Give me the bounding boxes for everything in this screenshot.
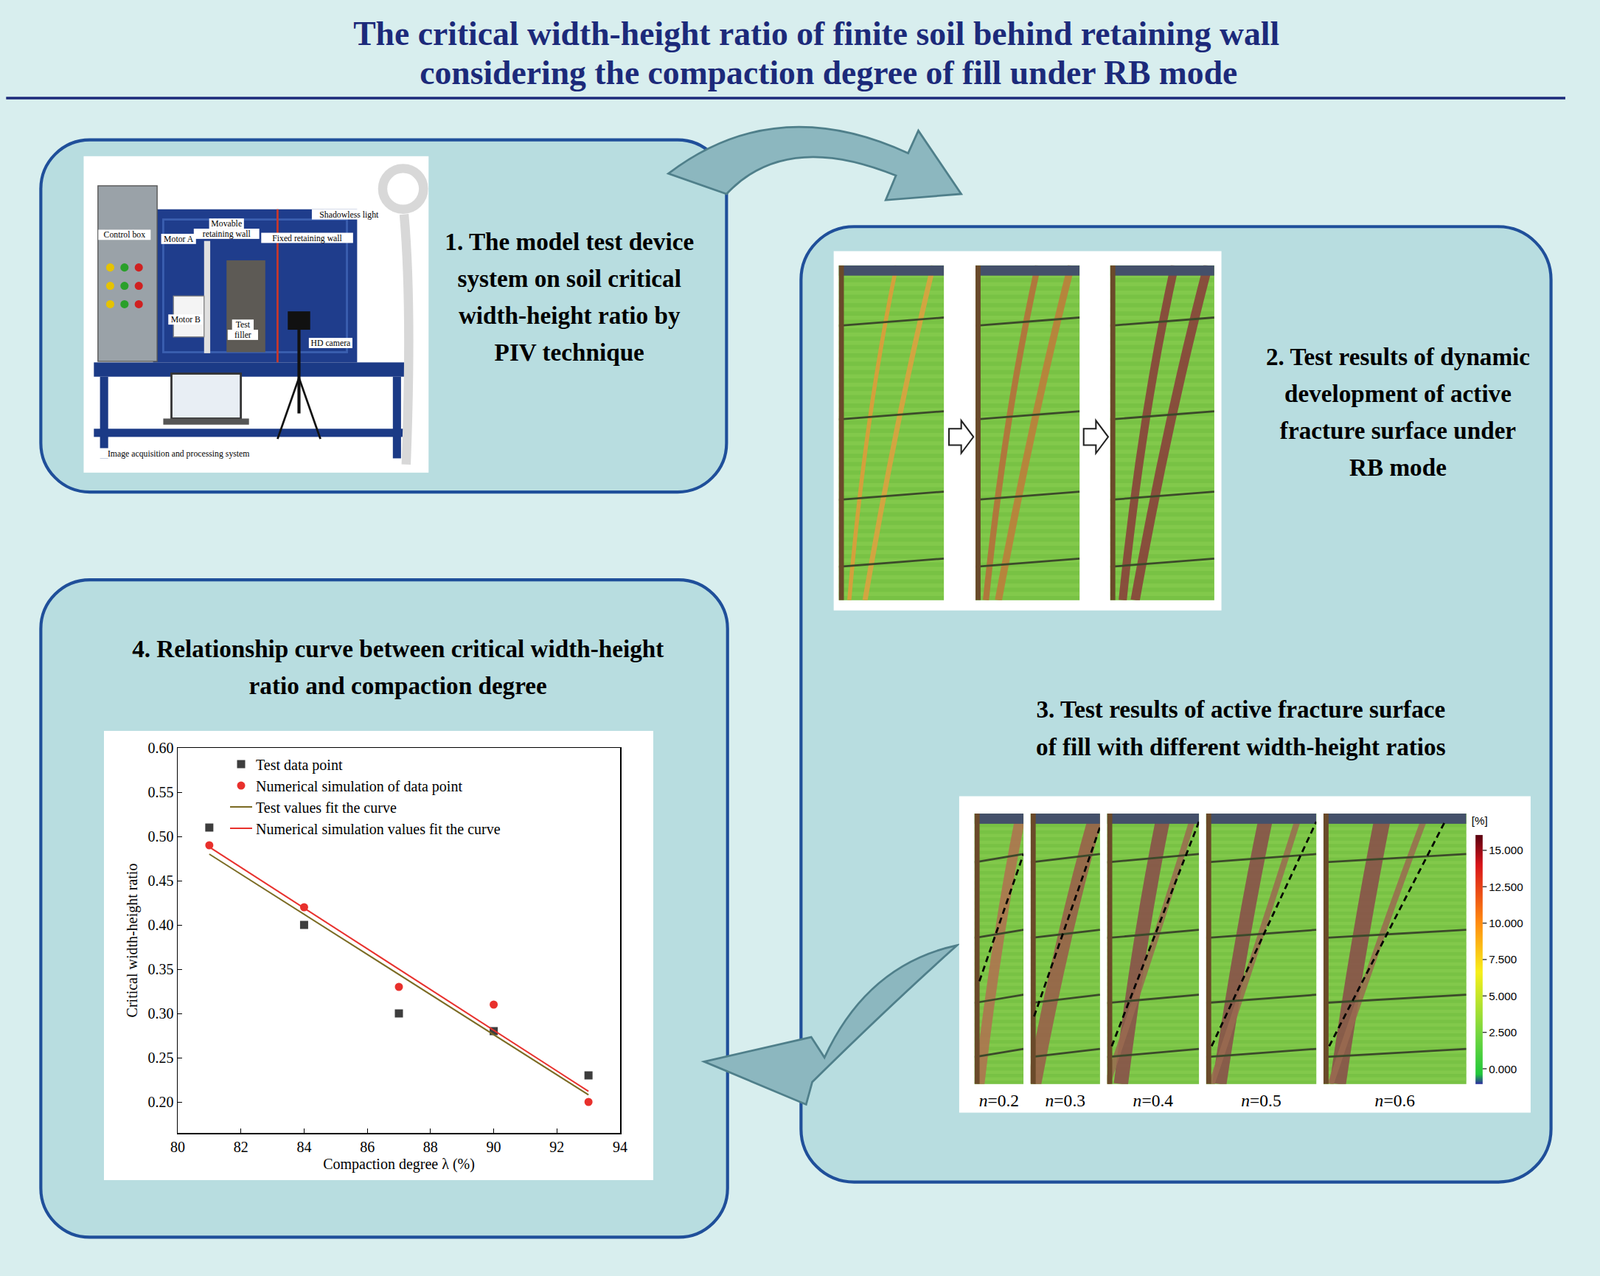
svg-text:0.55: 0.55 xyxy=(148,783,175,800)
svg-text:retaining wall: retaining wall xyxy=(202,229,252,239)
svg-text:Motor B: Motor B xyxy=(171,314,201,325)
svg-text:Shadowless light: Shadowless light xyxy=(319,210,379,220)
svg-text:Test values fit the curve: Test values fit the curve xyxy=(255,799,397,816)
svg-text:0.000: 0.000 xyxy=(1488,1062,1517,1076)
svg-text:n=0.4: n=0.4 xyxy=(1133,1090,1174,1110)
svg-text:3. Test results of active fra: 3. Test results of active fracture surfa… xyxy=(1035,695,1446,723)
svg-text:10.000: 10.000 xyxy=(1488,916,1524,930)
svg-text:Test: Test xyxy=(235,320,251,330)
svg-text:Image acquisition and processi: Image acquisition and processing system xyxy=(107,449,250,459)
svg-text:5.000: 5.000 xyxy=(1488,989,1517,1003)
svg-text:Compaction degree λ (%): Compaction degree λ (%) xyxy=(322,1155,475,1173)
svg-text:of fill with different width-h: of fill with different width-height rati… xyxy=(1035,732,1446,761)
svg-text:0.45: 0.45 xyxy=(148,872,175,889)
svg-text:The critical width-height rati: The critical width-height ratio of finit… xyxy=(353,14,1280,53)
svg-text:84: 84 xyxy=(297,1137,312,1154)
svg-text:considering the compaction deg: considering the compaction degree of fil… xyxy=(419,53,1238,92)
svg-text:4. Relationship curve between: 4. Relationship curve between critical w… xyxy=(131,634,664,663)
svg-text:system on soil critical: system on soil critical xyxy=(457,264,682,292)
svg-text:Numerical simulation of data p: Numerical simulation of data point xyxy=(255,777,463,795)
svg-text:88: 88 xyxy=(423,1137,438,1154)
svg-text:Fixed retaining wall: Fixed retaining wall xyxy=(272,233,343,244)
svg-text:Test data point: Test data point xyxy=(255,756,343,774)
svg-text:0.35: 0.35 xyxy=(148,960,175,977)
svg-text:2. Test results of dynamic: 2. Test results of dynamic xyxy=(1265,342,1530,371)
svg-text:n=0.3: n=0.3 xyxy=(1045,1090,1086,1110)
svg-text:development of active: development of active xyxy=(1284,379,1512,408)
svg-text:0.20: 0.20 xyxy=(148,1093,175,1110)
svg-text:92: 92 xyxy=(549,1137,565,1154)
svg-text:n=0.2: n=0.2 xyxy=(979,1090,1019,1110)
svg-text:n=0.6: n=0.6 xyxy=(1375,1090,1416,1110)
svg-text:0.25: 0.25 xyxy=(148,1049,175,1066)
svg-text:0.60: 0.60 xyxy=(148,739,175,756)
svg-text:n=0.5: n=0.5 xyxy=(1240,1090,1281,1110)
svg-text:1. The model test device: 1. The model test device xyxy=(444,227,694,256)
svg-text:Numerical simulation values fi: Numerical simulation values fit the curv… xyxy=(255,820,501,837)
svg-text:PIV technique: PIV technique xyxy=(494,338,645,366)
svg-text:0.40: 0.40 xyxy=(148,916,175,933)
svg-text:HD camera: HD camera xyxy=(310,338,351,349)
svg-text:Critical width-height ratio: Critical width-height ratio xyxy=(123,862,141,1017)
svg-text:ratio and compaction degree: ratio and compaction degree xyxy=(249,671,548,699)
svg-text:Motor A: Motor A xyxy=(163,234,194,245)
svg-text:94: 94 xyxy=(612,1137,628,1154)
svg-text:filler: filler xyxy=(234,330,252,340)
svg-text:90: 90 xyxy=(486,1137,502,1154)
svg-text:0.50: 0.50 xyxy=(148,828,175,845)
svg-text:fracture surface under: fracture surface under xyxy=(1280,416,1517,444)
svg-text:[%]: [%] xyxy=(1471,814,1488,827)
svg-text:Control box: Control box xyxy=(103,230,146,241)
svg-text:82: 82 xyxy=(233,1137,249,1154)
svg-text:86: 86 xyxy=(359,1137,375,1154)
svg-text:7.500: 7.500 xyxy=(1488,952,1517,966)
svg-text:Movable: Movable xyxy=(210,218,242,229)
svg-text:RB mode: RB mode xyxy=(1349,453,1447,481)
svg-text:15.000: 15.000 xyxy=(1488,843,1524,857)
svg-text:0.30: 0.30 xyxy=(148,1004,175,1022)
svg-text:12.500: 12.500 xyxy=(1488,880,1524,893)
svg-text:80: 80 xyxy=(170,1137,186,1154)
svg-text:2.500: 2.500 xyxy=(1488,1025,1517,1039)
svg-text:width-height ratio by: width-height ratio by xyxy=(458,301,681,329)
